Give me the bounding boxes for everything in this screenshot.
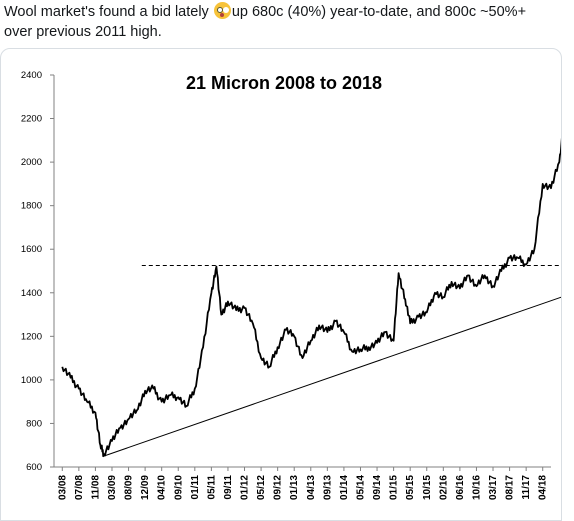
y-tick-label: 1800 (21, 201, 42, 212)
tweet-text: Wool market's found a bid lately up 680c… (4, 2, 570, 42)
tweet-text-line1-end: up 680c (40%) year-to-date, and 800c ~50… (231, 4, 527, 20)
x-tick-label: 04/10 (157, 475, 168, 500)
x-tick-label: 04/18 (538, 475, 549, 500)
x-tick-label: 05/12 (256, 475, 267, 500)
x-tick-label: 01/12 (240, 475, 251, 500)
chart-title: 21 Micron 2008 to 2018 (186, 73, 382, 93)
x-tick-label: 01/13 (289, 475, 300, 500)
x-tick-label: 11/08 (90, 475, 101, 500)
x-tick-label: 07/08 (74, 475, 85, 500)
y-tick-label: 1400 (21, 288, 42, 299)
y-tick-label: 2400 (21, 70, 42, 81)
tweet-text-line1-start: Wool market's found a bid lately (4, 4, 213, 20)
flushed-face-icon (213, 2, 231, 19)
y-tick-label: 2200 (21, 114, 42, 125)
x-tick-label: 03/08 (57, 475, 68, 500)
y-tick-label: 1600 (21, 244, 42, 255)
y-tick-label: 1000 (21, 375, 42, 386)
tweet-media-image[interactable]: 600 800 1000 1200 1400 1600 1800 2000 2200 2400 03… (0, 48, 562, 521)
x-tick-label: 11/17 (521, 475, 532, 500)
x-tick-label: 09/11 (223, 475, 234, 500)
x-tick-label: 09/14 (372, 475, 383, 500)
x-tick-label: 06/16 (455, 475, 466, 500)
y-tick-label: 2000 (21, 157, 42, 168)
x-tick-label: 08/09 (124, 475, 135, 500)
x-tick-label: 10/15 (422, 475, 433, 500)
x-tick-label: 02/16 (438, 475, 449, 500)
x-tick-label: 01/14 (339, 475, 350, 500)
x-tick-label: 01/11 (190, 475, 201, 500)
x-tick-label: 08/17 (505, 475, 516, 500)
x-tick-label: 09/13 (322, 475, 333, 500)
trend-line (103, 296, 561, 457)
x-tick-label: 10/16 (471, 475, 482, 500)
x-tick-label: 04/13 (306, 475, 317, 500)
wool-price-chart: 600 800 1000 1200 1400 1600 1800 2000 2200 2400 03… (21, 70, 561, 500)
price-series-line (61, 137, 561, 458)
x-tick-label: 12/09 (140, 475, 151, 500)
y-tick-label: 800 (26, 418, 42, 429)
x-tick-label: 09/12 (273, 475, 284, 500)
y-tick-label: 1200 (21, 331, 42, 342)
x-tick-label: 05/15 (405, 475, 416, 500)
y-tick-label: 600 (26, 462, 42, 473)
x-tick-label: 09/10 (173, 475, 184, 500)
x-tick-label: 03/09 (107, 475, 118, 500)
tweet-text-line2: over previous 2011 high. (4, 24, 162, 40)
x-tick-label: 05/14 (355, 475, 366, 500)
x-tick-label: 05/11 (206, 475, 217, 500)
x-tick-label: 01/15 (389, 475, 400, 500)
x-tick-label: 03/17 (488, 475, 499, 500)
